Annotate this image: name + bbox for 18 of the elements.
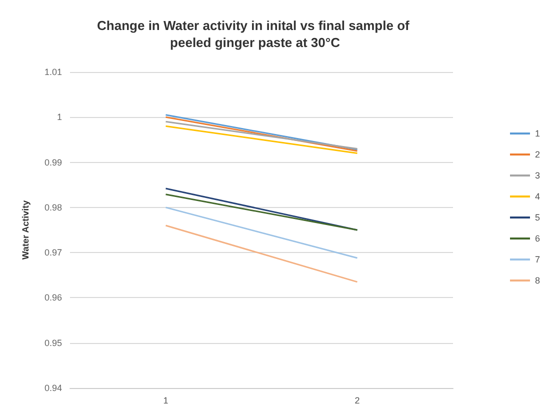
y-tick-label: 0.98 — [44, 202, 62, 212]
legend-label: 6 — [534, 234, 540, 244]
y-tick-label: 0.99 — [44, 157, 62, 168]
legend-label: 8 — [534, 276, 540, 286]
legend-label: 1 — [534, 128, 540, 138]
chart-title: Change in Water activity in inital vs final sample of peeled ginger paste at 30°C — [97, 18, 413, 50]
y-tick-label: 0.96 — [44, 292, 62, 303]
y-tick-label: 0.97 — [44, 248, 62, 258]
y-tick-label: 1.01 — [44, 67, 62, 77]
legend-label: 7 — [534, 254, 540, 264]
y-axis-title: Water Activity — [20, 200, 30, 260]
legend-label: 2 — [534, 150, 540, 160]
y-tick-label: 0.94 — [44, 383, 62, 393]
legend-label: 5 — [534, 212, 540, 222]
legend-label: 3 — [534, 170, 540, 180]
y-tick-label: 1 — [56, 112, 62, 122]
y-tick-label: 0.95 — [44, 338, 62, 348]
legend-label: 4 — [534, 192, 540, 202]
